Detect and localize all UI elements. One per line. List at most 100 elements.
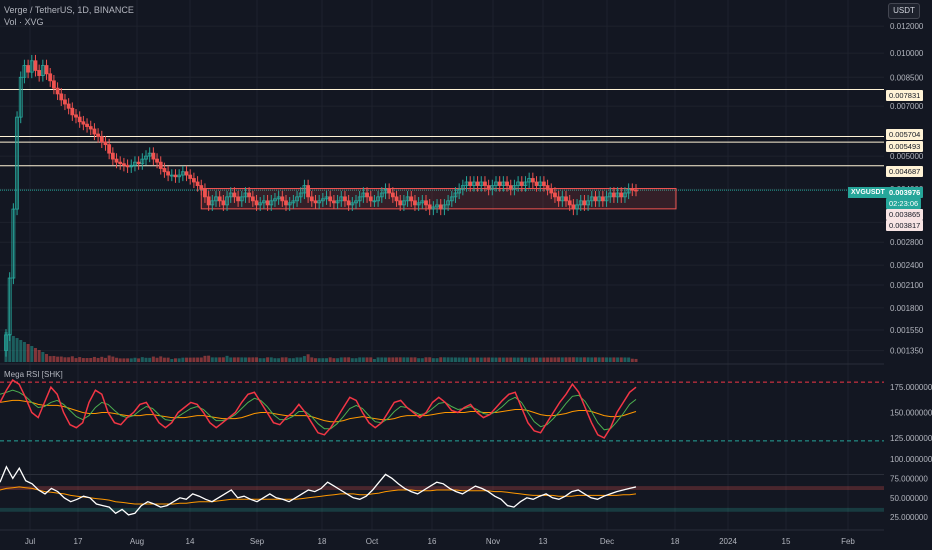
volume-bar bbox=[523, 357, 527, 362]
candle-body bbox=[519, 181, 524, 186]
volume-bar bbox=[498, 357, 502, 362]
volume-bar bbox=[619, 357, 623, 362]
volume-bar bbox=[240, 357, 244, 362]
candle-body bbox=[516, 181, 521, 186]
chart-header: Verge / TetherUS, 1D, BINANCE Vol · XVG bbox=[4, 4, 134, 28]
volume-bar bbox=[96, 357, 100, 362]
price-tick-label: 0.002400 bbox=[890, 261, 924, 270]
volume-bar bbox=[166, 357, 170, 362]
rsi-indicator-label[interactable]: Mega RSI [SHK] bbox=[4, 370, 63, 379]
volume-bar bbox=[63, 357, 67, 362]
candle-body bbox=[324, 196, 329, 200]
candle-body bbox=[55, 87, 60, 95]
volume-bar bbox=[538, 357, 542, 362]
candle-body bbox=[195, 181, 200, 186]
volume-bar bbox=[15, 338, 19, 362]
candle-body bbox=[70, 107, 75, 116]
volume-bars bbox=[4, 332, 638, 362]
volume-bar bbox=[159, 356, 163, 362]
candle-body bbox=[110, 152, 115, 160]
volume-bar bbox=[74, 358, 78, 362]
level-tag-4: 0.004687 bbox=[886, 166, 924, 177]
candle-body bbox=[615, 192, 620, 198]
volume-bar bbox=[424, 357, 428, 362]
candle-body bbox=[77, 116, 82, 123]
volume-bar bbox=[487, 357, 491, 362]
candle-body bbox=[438, 204, 443, 210]
candle-body bbox=[29, 60, 34, 73]
time-tick-label: Aug bbox=[130, 537, 144, 546]
volume-bar bbox=[52, 355, 56, 362]
price-tick-label: 0.007000 bbox=[890, 102, 924, 111]
candle-body bbox=[453, 192, 458, 198]
volume-bar bbox=[446, 357, 450, 362]
candle-body bbox=[560, 196, 565, 202]
candle-body bbox=[538, 181, 543, 186]
candle-body bbox=[221, 200, 226, 206]
candle-body bbox=[40, 65, 45, 76]
candle-body bbox=[140, 158, 145, 165]
candle-body bbox=[236, 196, 241, 202]
volume-bar bbox=[181, 357, 185, 362]
volume-bar bbox=[67, 357, 71, 362]
candle-body bbox=[280, 196, 285, 202]
candle-body bbox=[449, 196, 454, 202]
candle-body bbox=[460, 185, 465, 190]
candle-body bbox=[398, 200, 403, 206]
osc-orange-line bbox=[0, 486, 637, 505]
candle-body bbox=[63, 99, 67, 105]
candle-body bbox=[545, 185, 550, 190]
countdown-tag: 02:23:06 bbox=[886, 198, 922, 209]
volume-bar bbox=[107, 355, 111, 362]
volume-bar bbox=[221, 357, 225, 362]
volume-bar bbox=[409, 357, 413, 362]
candle-body bbox=[217, 196, 222, 202]
candle-body bbox=[99, 136, 104, 143]
oscillator-pane bbox=[0, 465, 884, 516]
volume-bar bbox=[593, 357, 597, 362]
volume-bar bbox=[516, 357, 520, 362]
candle-body bbox=[247, 192, 252, 198]
volume-bar bbox=[627, 357, 631, 362]
candle-body bbox=[553, 192, 557, 198]
candle-body bbox=[328, 196, 333, 202]
candle-body bbox=[471, 181, 476, 186]
volume-bar bbox=[520, 357, 524, 362]
candle-body bbox=[413, 200, 417, 206]
volume-bar bbox=[185, 357, 189, 362]
candle-body bbox=[66, 103, 71, 109]
level-tag-1: 0.007831 bbox=[886, 90, 924, 101]
volume-bar bbox=[605, 357, 609, 362]
candle-body bbox=[125, 164, 130, 168]
volume-bar bbox=[280, 357, 284, 362]
volume-bar bbox=[56, 356, 60, 362]
volume-bar bbox=[439, 357, 443, 362]
volume-bar bbox=[590, 357, 594, 362]
volume-bar bbox=[203, 355, 207, 362]
level-tag-3: 0.005493 bbox=[886, 141, 924, 152]
candle-body bbox=[457, 188, 462, 194]
volume-bar bbox=[19, 340, 23, 362]
volume-bar bbox=[339, 357, 343, 362]
candle-body bbox=[291, 200, 296, 204]
candles bbox=[4, 54, 638, 357]
candle-body bbox=[505, 181, 509, 186]
candle-body bbox=[158, 161, 163, 169]
horizontal-levels bbox=[0, 88, 884, 191]
candle-body bbox=[144, 155, 148, 160]
candle-body bbox=[169, 174, 174, 177]
candle-body bbox=[309, 196, 314, 202]
candle-body bbox=[295, 196, 299, 202]
volume-bar bbox=[70, 356, 74, 362]
volume-bar bbox=[546, 357, 550, 362]
currency-button[interactable]: USDT bbox=[888, 3, 920, 19]
volume-bar bbox=[89, 358, 93, 362]
volume-bar bbox=[457, 357, 461, 362]
volume-bar bbox=[450, 357, 454, 362]
price-tick-label: 0.012000 bbox=[890, 22, 924, 31]
rsi-tick-label: 175.000000 bbox=[890, 383, 932, 392]
volume-bar bbox=[129, 358, 133, 362]
candle-body bbox=[571, 204, 576, 210]
candle-body bbox=[597, 196, 602, 202]
